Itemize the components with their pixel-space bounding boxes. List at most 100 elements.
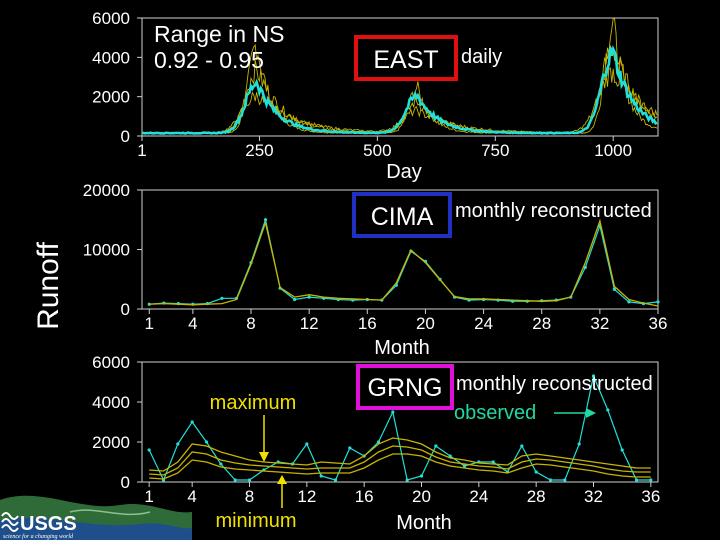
- chart-subtitle: monthly reconstructed: [455, 200, 652, 222]
- data-point: [348, 446, 352, 450]
- usgs-logo: USGS science for a changing world: [0, 495, 192, 540]
- data-point: [190, 420, 194, 424]
- y-tick-label: 20000: [83, 181, 130, 200]
- data-point: [419, 474, 424, 478]
- x-tick-label: 1000: [594, 141, 632, 160]
- data-point: [548, 478, 553, 482]
- data-point: [307, 295, 311, 299]
- data-point: [620, 448, 624, 452]
- y-tick-label: 6000: [92, 353, 130, 372]
- data-point: [534, 470, 538, 474]
- data-point: [391, 410, 395, 414]
- y-axis-label: Runoff: [32, 241, 65, 330]
- x-tick-label: 8: [245, 487, 254, 506]
- y-tick-label: 0: [121, 473, 130, 492]
- data-point: [233, 478, 237, 482]
- x-tick-label: 4: [188, 314, 197, 333]
- series-line-observed: [141, 44, 658, 135]
- logo-water: [0, 517, 192, 540]
- data-point: [263, 218, 268, 222]
- data-point: [583, 265, 587, 269]
- data-point: [612, 287, 616, 291]
- series-line-maximum: [149, 437, 651, 472]
- y-tick-label: 0: [121, 300, 130, 319]
- data-point: [462, 464, 467, 468]
- x-tick-label: 32: [590, 314, 609, 333]
- series-line-mean: [149, 445, 651, 476]
- series-line-model: [149, 218, 659, 307]
- y-tick-label: 6000: [92, 9, 130, 28]
- x-ticks: 1 4 8 12 16 20 24 28 32 36: [145, 309, 668, 333]
- series: [147, 217, 660, 307]
- x-ticks: 1 250 500 750 1000: [137, 136, 632, 160]
- x-tick-label: 36: [641, 487, 660, 506]
- y-tick-label: 2000: [92, 88, 130, 107]
- data-point: [491, 460, 495, 464]
- y-tick-label: 2000: [92, 433, 130, 452]
- title-box: [356, 364, 454, 410]
- data-point: [293, 297, 297, 302]
- chart-subtitle: monthly reconstructed: [456, 373, 653, 395]
- x-tick-label: 1: [144, 487, 153, 506]
- data-point: [649, 478, 653, 482]
- x-tick-label: 24: [469, 487, 488, 506]
- title-box: [354, 35, 458, 81]
- data-point: [333, 478, 338, 482]
- y-ticks: 0 10000 20000: [83, 181, 142, 319]
- annotation-range: Range in NS: [154, 21, 284, 47]
- data-point: [219, 462, 223, 466]
- data-point: [606, 408, 610, 412]
- data-point: [147, 302, 151, 306]
- chart-title: EAST: [373, 46, 438, 74]
- data-point: [634, 478, 639, 482]
- chart-title: GRNG: [368, 374, 443, 402]
- plot-frame: [141, 361, 659, 483]
- logo-tagline: science for a changing world: [3, 533, 74, 540]
- data-point: [563, 478, 567, 482]
- data-point: [204, 440, 209, 444]
- x-tick-label: 36: [649, 314, 668, 333]
- data-point: [405, 478, 409, 482]
- cima-monthly-chart: 0 10000 20000 1 4 8 12 16 20 24 28 32 36 CIMA month…: [83, 181, 668, 359]
- x-tick-label: 32: [584, 487, 603, 506]
- annotation-observed: observed: [454, 402, 536, 424]
- data-point: [305, 442, 309, 446]
- y-tick-label: 0: [121, 127, 130, 146]
- y-tick-label: 4000: [92, 48, 130, 67]
- series: [147, 373, 653, 482]
- annotation-minimum: minimum: [215, 510, 296, 532]
- x-tick-label: 250: [245, 141, 273, 160]
- series: [141, 17, 658, 135]
- minimum-arrowhead: [277, 475, 287, 484]
- y-ticks: 0 2000 4000 6000: [92, 9, 142, 146]
- data-point: [448, 454, 452, 458]
- y-tick-label: 4000: [92, 393, 130, 412]
- x-tick-label: 8: [246, 314, 255, 333]
- y-ticks: 0 2000 4000 6000: [92, 353, 142, 492]
- data-point: [591, 374, 596, 378]
- chart-title: CIMA: [371, 203, 434, 231]
- x-axis-label: Day: [386, 161, 422, 183]
- chart-subtitle: daily: [461, 46, 502, 68]
- data-point: [319, 474, 323, 478]
- series-line-minimum: [149, 453, 651, 480]
- data-point: [520, 444, 524, 448]
- annotation-values: 0.92 - 0.95: [154, 47, 264, 73]
- x-tick-label: 1: [137, 141, 146, 160]
- maximum-arrowhead: [259, 452, 269, 462]
- east-daily-chart: 0 2000 4000 6000 1 250 500 750 1000 Range in NS…: [92, 9, 659, 183]
- x-tick-label: 12: [300, 314, 319, 333]
- x-tick-label: 16: [358, 314, 377, 333]
- x-axis-label: Month: [374, 337, 430, 359]
- annotation-maximum: maximum: [210, 392, 297, 414]
- observed-arrowhead: [586, 408, 596, 418]
- x-tick-label: 12: [297, 487, 316, 506]
- data-point: [376, 440, 381, 444]
- data-point: [434, 444, 438, 448]
- y-tick-label: 10000: [83, 241, 130, 260]
- data-point: [247, 478, 252, 482]
- x-tick-label: 20: [412, 487, 431, 506]
- x-tick-label: 4: [187, 487, 196, 506]
- data-point: [627, 300, 631, 304]
- title-box: [352, 192, 452, 238]
